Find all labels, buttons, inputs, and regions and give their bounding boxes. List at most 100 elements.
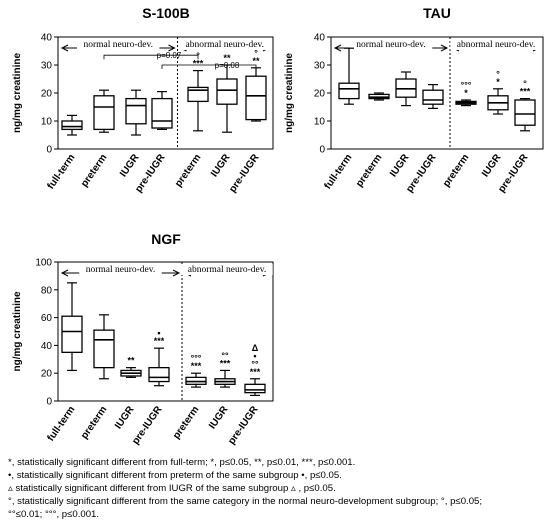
footnote-triangle: ▵ statistically significant different fr… (8, 483, 336, 494)
y-tick-label: 40 (41, 341, 53, 352)
y-axis-label: ng/mg creatinine (284, 53, 295, 133)
plot-frame (57, 261, 274, 402)
significance-mark: *** (154, 336, 165, 346)
box-iqr (93, 95, 115, 131)
box-iqr (125, 97, 147, 125)
y-axis-label: ng/mg creatinine (12, 53, 23, 133)
category-label: full-term (46, 152, 78, 191)
p-value-label: p=0.07 (157, 51, 182, 60)
category-label: IUGR (118, 152, 142, 179)
category-label: IUGR (388, 152, 412, 179)
box-pre-iugr: ***•pre-IUGR (130, 328, 170, 447)
group-label-bg (179, 39, 271, 50)
category-label: IUGR (113, 404, 137, 431)
category-label: preterm (354, 152, 384, 189)
y-axis-label: ng/mg creatinine (12, 291, 23, 371)
group-label-bg (181, 264, 273, 275)
group-arrow-head (172, 269, 181, 277)
box-preterm: preterm (79, 314, 115, 441)
box-iqr (514, 99, 536, 126)
chart-panel-tau: TAU ng/mg creatinine 0 10 20 30 40 normal neuro… (284, 5, 544, 195)
category-label: preterm (173, 152, 203, 189)
y-tick-label: 10 (41, 117, 53, 128)
significance-mark: *** (220, 358, 231, 368)
box-preterm: *°°° preterm (441, 80, 477, 189)
y-tick-label: 20 (41, 89, 53, 100)
box-iqr (216, 78, 238, 105)
significance-mark: ° (496, 69, 500, 79)
box-iugr: ** IUGR (209, 53, 238, 179)
group-arrow-head (333, 44, 342, 52)
group-label: normal neuro-dev. (86, 265, 156, 275)
category-label: pre-IUGR (226, 404, 261, 447)
significance-mark: ° (523, 79, 527, 89)
group-arrow-head (60, 269, 69, 277)
group-label: normal neuro-dev. (83, 40, 153, 50)
category-label: IUGR (209, 152, 233, 179)
box-iqr (244, 383, 266, 394)
box-preterm: preterm (79, 89, 115, 189)
group-label-bg (349, 39, 433, 50)
significance-mark: *** (193, 59, 204, 69)
significance-mark: *** (191, 361, 202, 371)
category-label: full-term (46, 404, 78, 443)
box-pre-iugr: pre-IUGR (404, 83, 444, 195)
significance-mark: °°° (461, 80, 472, 90)
footnote-degree: °, statistically significant different f… (8, 496, 483, 507)
p-value-bracket (161, 64, 257, 69)
group-arrow-head (440, 44, 449, 52)
y-tick-label: 20 (314, 89, 326, 100)
p-value-label: p=0.08 (215, 61, 240, 70)
significance-mark: °° (251, 359, 259, 369)
y-tick-label: 60 (41, 313, 53, 324)
group-label: normal neuro-dev. (356, 40, 426, 50)
category-label: IUGR (480, 152, 504, 179)
box-iqr (148, 366, 170, 383)
y-tick-label: 80 (41, 285, 53, 296)
category-label: IUGR (207, 404, 231, 431)
y-tick-label: 40 (314, 33, 326, 44)
box-preterm: preterm (354, 92, 390, 189)
chart-title: NGF (151, 231, 181, 247)
significance-mark: ** (127, 356, 135, 366)
group-label: abnormal neuro-dev. (185, 40, 264, 50)
group-arrow-head (60, 44, 69, 52)
significance-mark: ° (254, 48, 258, 58)
group-arrow-head (168, 44, 176, 52)
group-label: abnormal neuro-dev. (457, 40, 536, 50)
group-label-bg (450, 39, 542, 50)
box-iugr: ***°° IUGR (207, 350, 236, 431)
y-tick-label: 0 (319, 145, 325, 156)
category-label: preterm (171, 404, 201, 441)
category-label: pre-IUGR (227, 152, 262, 195)
category-label: preterm (79, 404, 109, 441)
footnote-bullet: •, statistically significant different f… (8, 470, 342, 481)
box-preterm: ***°°° preterm (171, 353, 207, 441)
group-label-bg (77, 39, 160, 50)
significance-mark: • (157, 328, 160, 338)
y-tick-label: 10 (314, 117, 326, 128)
significance-mark: °°° (191, 353, 202, 363)
significance-mark: ** (223, 53, 231, 63)
box-iqr (151, 97, 173, 129)
footnotes: *, statistically significant different f… (8, 456, 548, 521)
footnote-asterisk: *, statistically significant different f… (8, 457, 356, 468)
box-iugr: *° IUGR (480, 69, 509, 179)
category-label: preterm (441, 152, 471, 189)
y-tick-label: 20 (41, 369, 53, 380)
p-value-bracket (103, 54, 199, 60)
group-label: abnormal neuro-dev. (188, 265, 267, 275)
y-tick-label: 0 (46, 145, 52, 156)
box-iqr (61, 315, 83, 353)
chart-panel-ngf: NGF ng/mg creatinine 0 20 40 60 80 100 normal ne… (12, 231, 274, 447)
box-iqr (245, 75, 267, 121)
category-label: preterm (79, 152, 109, 189)
significance-mark: ** (252, 56, 260, 66)
significance-mark: °° (221, 350, 229, 360)
y-tick-label: 40 (41, 33, 53, 44)
significance-mark: • (253, 351, 256, 361)
box-iqr (61, 120, 83, 131)
significance-mark: *** (250, 367, 261, 377)
box-full-term: full-term (323, 47, 360, 191)
significance-mark: *** (520, 87, 531, 97)
